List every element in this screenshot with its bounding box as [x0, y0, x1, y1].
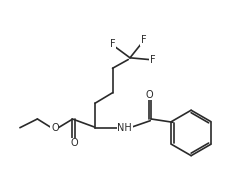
Text: O: O [51, 123, 59, 133]
Text: F: F [110, 39, 115, 49]
Text: F: F [150, 55, 155, 65]
Text: F: F [141, 35, 147, 45]
Text: O: O [71, 138, 78, 148]
Text: O: O [145, 90, 153, 99]
Text: NH: NH [117, 123, 132, 133]
